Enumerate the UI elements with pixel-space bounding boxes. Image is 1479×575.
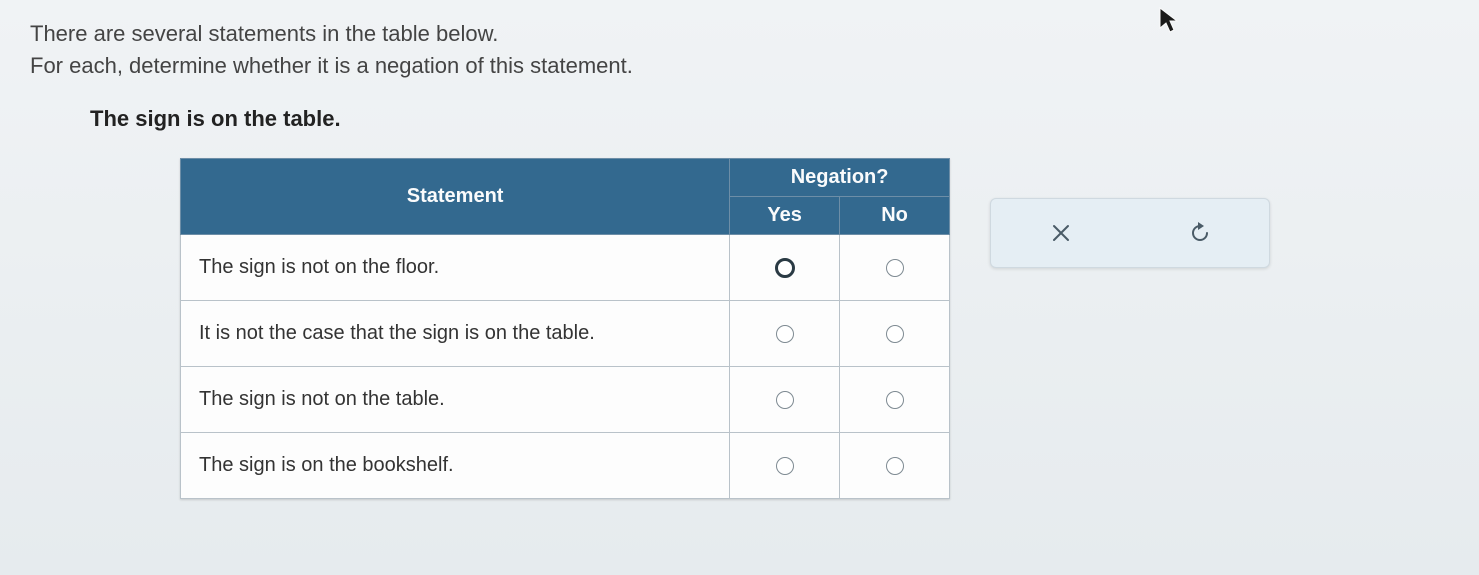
radio-yes-2[interactable] bbox=[776, 391, 794, 409]
table-row: The sign is not on the floor. bbox=[181, 234, 950, 300]
reset-button[interactable] bbox=[1182, 215, 1218, 251]
close-button[interactable] bbox=[1043, 215, 1079, 251]
action-panel bbox=[990, 198, 1270, 268]
radio-no-1[interactable] bbox=[886, 325, 904, 343]
radio-yes-1[interactable] bbox=[776, 325, 794, 343]
radio-no-2[interactable] bbox=[886, 391, 904, 409]
statement-cell: The sign is not on the floor. bbox=[181, 234, 730, 300]
header-statement: Statement bbox=[181, 158, 730, 234]
given-statement: The sign is on the table. bbox=[90, 106, 1449, 132]
statement-cell: The sign is not on the table. bbox=[181, 366, 730, 432]
header-yes: Yes bbox=[730, 196, 840, 234]
table-row: The sign is on the bookshelf. bbox=[181, 432, 950, 498]
prompt-line-2: For each, determine whether it is a nega… bbox=[30, 50, 1449, 82]
header-negation: Negation? bbox=[730, 158, 950, 196]
radio-yes-2-cell bbox=[730, 366, 840, 432]
close-icon bbox=[1050, 222, 1072, 244]
radio-no-0[interactable] bbox=[886, 259, 904, 277]
radio-no-3[interactable] bbox=[886, 457, 904, 475]
reset-icon bbox=[1187, 220, 1213, 246]
radio-no-0-cell bbox=[840, 234, 950, 300]
statement-cell: It is not the case that the sign is on t… bbox=[181, 300, 730, 366]
table-row: The sign is not on the table. bbox=[181, 366, 950, 432]
radio-yes-1-cell bbox=[730, 300, 840, 366]
radio-no-3-cell bbox=[840, 432, 950, 498]
radio-no-2-cell bbox=[840, 366, 950, 432]
radio-no-1-cell bbox=[840, 300, 950, 366]
radio-yes-0-cell bbox=[730, 234, 840, 300]
radio-yes-3-cell bbox=[730, 432, 840, 498]
statement-cell: The sign is on the bookshelf. bbox=[181, 432, 730, 498]
header-no: No bbox=[840, 196, 950, 234]
prompt-line-1: There are several statements in the tabl… bbox=[30, 18, 1449, 50]
table-row: It is not the case that the sign is on t… bbox=[181, 300, 950, 366]
negation-table: Statement Negation? Yes No The sign is n… bbox=[180, 158, 950, 499]
radio-yes-3[interactable] bbox=[776, 457, 794, 475]
radio-yes-0[interactable] bbox=[775, 258, 795, 278]
